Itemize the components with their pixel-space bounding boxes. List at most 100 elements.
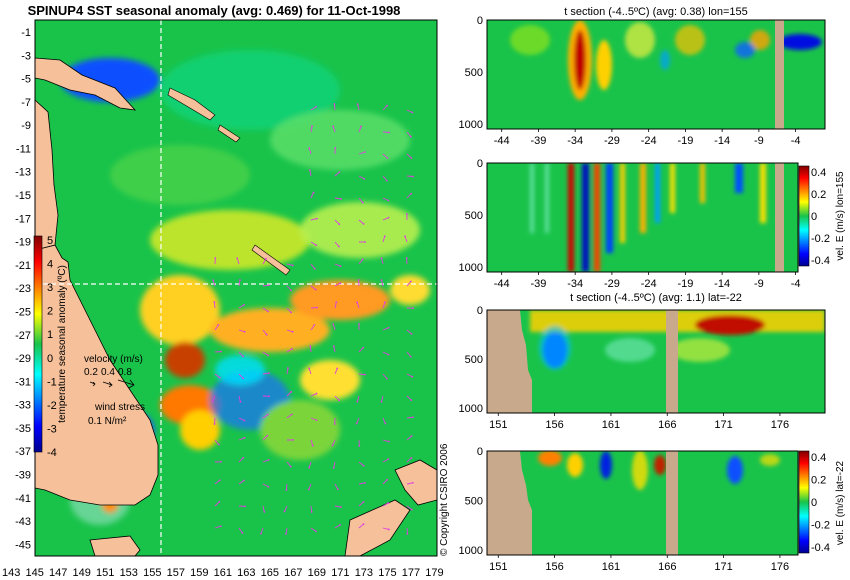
wind-vector-head: [331, 444, 334, 447]
p4-x-tick: 166: [658, 561, 676, 573]
p4-y-tick: 0: [477, 446, 483, 458]
p2-x-tick: -34: [567, 278, 583, 290]
australia-landmass: [35, 244, 159, 506]
p1-x-tick: -14: [714, 135, 730, 147]
wind-vector-head: [308, 169, 311, 172]
p2-colorbar-ticks: 0.4 0.2 0 -0.2 -0.4: [811, 167, 830, 267]
wind-vector: [406, 175, 414, 177]
wind-vector-head: [311, 125, 313, 127]
wind-vector: [286, 285, 292, 291]
wind-vector-head: [380, 257, 383, 260]
colorbar-tick: 0.4: [811, 452, 826, 464]
wind-vector-head: [217, 324, 220, 326]
wind-vector-head: [218, 479, 221, 482]
p3-land-gap: [666, 310, 678, 413]
wind-vector: [262, 258, 267, 265]
wind-vector: [381, 395, 384, 402]
map-y-tick: -41: [15, 493, 31, 505]
wind-vector: [406, 109, 413, 113]
wind-vector: [213, 301, 216, 309]
wind-vector-head: [363, 151, 366, 154]
wind-vector-head: [308, 147, 311, 150]
p1-x-tick: -4: [791, 135, 801, 147]
map-x-tick: 165: [261, 567, 279, 579]
p1-title: t section (-4..5ºC) (avg: 0.38) lon=155: [564, 6, 747, 18]
wind-vector: [358, 175, 365, 180]
map-y-tick: -11: [16, 143, 31, 155]
wind-vector: [238, 329, 245, 333]
p2-tick-labels: -44 -39 -34 -29 -24 -19 -14 -9 -4 0 500 1000: [459, 158, 801, 290]
map-y-tick: -15: [15, 190, 31, 202]
wind-vector-head: [387, 353, 390, 356]
wind-vector: [334, 197, 341, 200]
wind-vector: [334, 282, 341, 287]
wind-vector: [310, 527, 317, 532]
p3-tick-labels: 151 156 161 166 171 176 0 500 1000: [459, 305, 790, 431]
p4-y-tick: 500: [465, 496, 483, 508]
map-y-tick: -33: [15, 400, 31, 412]
wind-vector: [406, 482, 413, 485]
wind-vector: [308, 483, 312, 490]
map-y-tick: -5: [21, 74, 31, 86]
p1-tick-labels: -44 -39 -34 -29 -24 -19 -14 -9 -4 0 500 1000: [459, 15, 801, 147]
wind-vector-head: [241, 532, 244, 534]
wind-vector: [382, 175, 388, 181]
wind-vector: [286, 307, 292, 313]
wind-vector-head: [268, 284, 270, 286]
wind-vector: [406, 373, 413, 378]
p4-colorbar-label: vel. E (m/s) lat=-22: [835, 460, 846, 545]
wind-vector: [382, 458, 389, 463]
wind-vector-head: [260, 532, 262, 535]
wind-vector-head: [291, 347, 293, 350]
wind-vector: [286, 329, 293, 333]
wind-vector: [382, 105, 388, 111]
p4-land: [487, 451, 532, 555]
map-x-tick: 153: [120, 567, 138, 579]
p2-x-tick: -24: [641, 278, 657, 290]
map-y-tick: -43: [15, 516, 31, 528]
wind-vector-head: [311, 444, 314, 447]
wind-vector-head: [242, 355, 244, 358]
wind-vector: [310, 417, 317, 421]
wind-vector: [406, 416, 414, 419]
wind-vector-head: [412, 307, 414, 310]
colorbar-tick: -0.2: [811, 233, 830, 245]
map-colorbar-ticks: 5 4 3 2 1 0 -1 -2 -3 -4: [47, 235, 57, 459]
wind-vector: [358, 259, 364, 265]
wind-vector: [286, 348, 293, 353]
wind-vector: [381, 258, 384, 265]
wind-vector-head: [364, 373, 366, 376]
wind-vector-head: [338, 245, 340, 248]
colorbar-tick: -0.2: [811, 520, 830, 532]
wind-vector: [310, 393, 317, 397]
wind-vector-head: [333, 423, 336, 425]
wind-vector-head: [387, 199, 390, 202]
map-x-tick: 147: [49, 567, 67, 579]
wind-vector-head: [357, 279, 360, 281]
wind-vector-head: [313, 267, 316, 270]
wind-vector-head: [404, 235, 406, 238]
wind-vector-head: [380, 279, 383, 282]
p3-x-tick: 151: [489, 419, 507, 431]
p2-field: [487, 163, 798, 272]
velocity-legend-arrows: [89, 379, 135, 389]
p2-colorbar: [798, 165, 810, 267]
wind-vector: [262, 483, 269, 488]
wind-vector-head: [267, 485, 270, 488]
wind-vector: [308, 148, 312, 155]
wind-vector: [308, 368, 312, 375]
wind-vector-head: [410, 333, 413, 335]
wind-vector: [382, 502, 389, 507]
map-y-tick: -27: [15, 330, 31, 342]
map-y-tick: -19: [15, 237, 31, 249]
wind-vector-head: [315, 244, 318, 247]
wind-vector-head: [409, 355, 412, 358]
wind-vector-head: [267, 310, 269, 313]
wind-vector: [334, 219, 340, 225]
wind-vector-head: [362, 464, 365, 467]
wind-vector: [334, 171, 340, 177]
p2-x-tick: -14: [714, 278, 730, 290]
wind-vector-head: [406, 213, 408, 215]
